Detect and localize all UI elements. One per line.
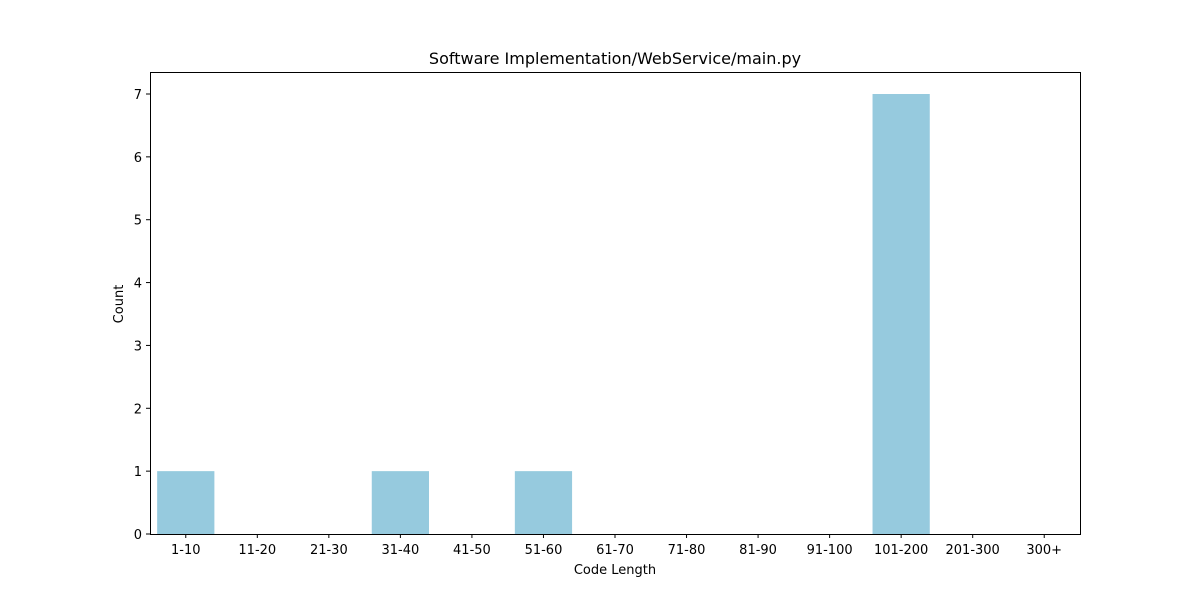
y-tick-label: 4 [134, 277, 142, 292]
x-tick-label: 51-60 [525, 543, 563, 558]
x-tick-label: 11-20 [238, 543, 276, 558]
x-tick-label: 61-70 [596, 543, 634, 558]
bar-31-40 [371, 471, 429, 534]
x-tick-label: 81-90 [739, 543, 777, 558]
chart-title: Software Implementation/WebService/main.… [429, 49, 801, 68]
y-tick-label: 6 [134, 151, 142, 166]
y-axis-label: Count [112, 285, 127, 324]
x-tick-label: 91-100 [807, 543, 853, 558]
x-axis: 1-10 11-20 21-30 31-40 41-50 51-60 61-70 71-80 8… [171, 534, 1062, 558]
x-tick-label: 300+ [1026, 543, 1062, 558]
y-tick-label: 5 [134, 214, 142, 229]
bar-1-10 [157, 471, 215, 534]
y-tick-label: 0 [134, 528, 142, 543]
x-tick-label: 31-40 [381, 543, 419, 558]
x-tick-label: 21-30 [310, 543, 348, 558]
y-tick-label: 7 [134, 88, 142, 103]
x-tick-label: 71-80 [668, 543, 706, 558]
x-tick-label: 101-200 [874, 543, 928, 558]
y-tick-label: 1 [134, 465, 142, 480]
bar-101-200 [872, 94, 930, 534]
x-tick-label: 41-50 [453, 543, 491, 558]
y-axis: 0 1 2 3 4 5 6 7 [134, 88, 150, 543]
x-axis-label: Code Length [574, 563, 656, 578]
y-tick-label: 2 [134, 402, 142, 417]
x-tick-label: 1-10 [171, 543, 201, 558]
bar-51-60 [514, 471, 573, 534]
x-tick-label: 201-300 [946, 543, 1000, 558]
plot-frame [150, 72, 1081, 535]
y-tick-label: 3 [134, 339, 142, 354]
bars-layer [157, 94, 930, 534]
